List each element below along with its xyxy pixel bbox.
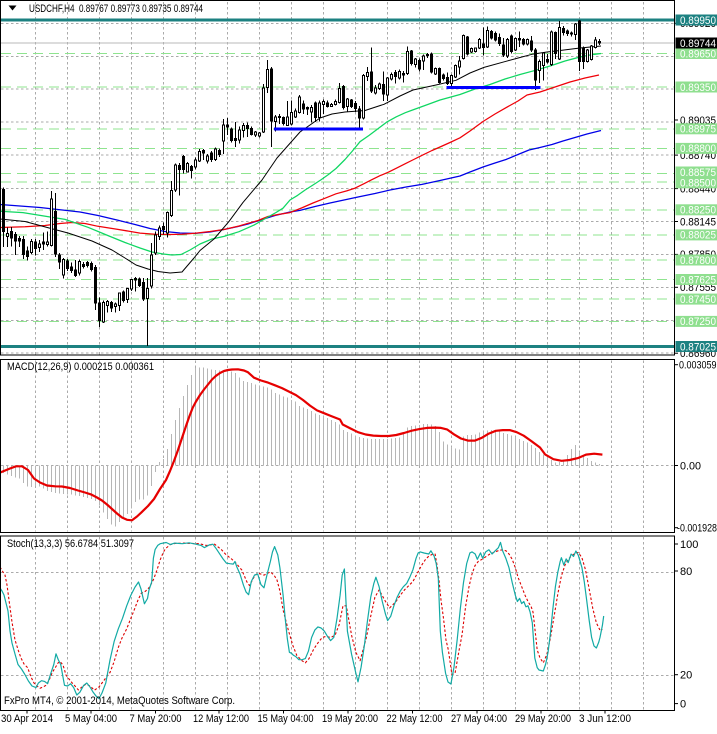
svg-text:12 May 12:00: 12 May 12:00 <box>193 713 249 725</box>
svg-text:Stoch(13,3,3) 56.6784 51.3097: Stoch(13,3,3) 56.6784 51.3097 <box>7 538 134 550</box>
svg-text:MACD(12,26,9) 0.000215 0.00036: MACD(12,26,9) 0.000215 0.000361 <box>7 361 154 373</box>
svg-text:0.88025: 0.88025 <box>680 230 716 242</box>
svg-text:0.88800: 0.88800 <box>680 143 716 155</box>
svg-text:15 May 04:00: 15 May 04:00 <box>258 713 314 725</box>
svg-text:0.89950: 0.89950 <box>680 15 716 27</box>
svg-text:80: 80 <box>680 566 692 578</box>
svg-text:0.87250: 0.87250 <box>680 316 716 328</box>
svg-text:0.87450: 0.87450 <box>680 294 716 306</box>
svg-text:0.87625: 0.87625 <box>680 274 716 286</box>
svg-text:0: 0 <box>680 698 686 710</box>
svg-text:3 Jun 12:00: 3 Jun 12:00 <box>579 713 631 725</box>
svg-text:29 May 20:00: 29 May 20:00 <box>515 713 571 725</box>
svg-text:0.89350: 0.89350 <box>680 82 716 94</box>
svg-text:0.89650: 0.89650 <box>680 48 716 60</box>
svg-text:0.88250: 0.88250 <box>680 205 716 217</box>
svg-text:0.88145: 0.88145 <box>680 216 716 228</box>
svg-text:20: 20 <box>680 670 692 682</box>
svg-text:30 Apr 2014: 30 Apr 2014 <box>1 713 53 725</box>
svg-text:0.89744: 0.89744 <box>680 38 716 50</box>
svg-text:0.87025: 0.87025 <box>680 341 716 353</box>
svg-text:5 May 04:00: 5 May 04:00 <box>65 713 117 725</box>
svg-text:FxPro MT4, © 2001-2014, MetaQu: FxPro MT4, © 2001-2014, MetaQuotes Softw… <box>4 695 235 707</box>
svg-text:0.87800: 0.87800 <box>680 255 716 267</box>
svg-text:USDCHF,H4 0.89767 0.89773 0.8: USDCHF,H4 0.89767 0.89773 0.89735 0.8974… <box>29 3 203 15</box>
svg-text:0.003059: 0.003059 <box>679 360 717 372</box>
svg-text:0.00: 0.00 <box>680 460 701 472</box>
svg-text:0.88975: 0.88975 <box>680 124 716 136</box>
svg-text:0.88500: 0.88500 <box>680 178 716 190</box>
svg-text:22 May 12:00: 22 May 12:00 <box>387 713 443 725</box>
svg-text:19 May 20:00: 19 May 20:00 <box>322 713 378 725</box>
svg-text:7 May 20:00: 7 May 20:00 <box>130 713 182 725</box>
svg-text:-0.001928: -0.001928 <box>677 523 717 535</box>
svg-text:27 May 04:00: 27 May 04:00 <box>451 713 507 725</box>
svg-text:100: 100 <box>680 539 698 551</box>
